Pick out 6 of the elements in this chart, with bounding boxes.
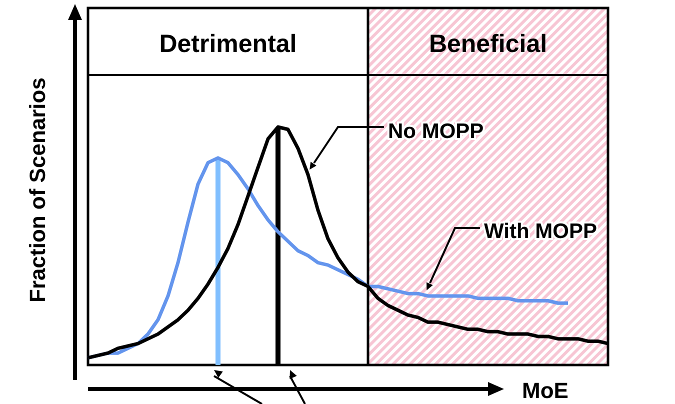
text: Beneficial: [428, 30, 548, 58]
annotation: No MOPP: [388, 120, 484, 143]
annotation: With MOPP: [484, 220, 597, 243]
y-axis-title: Fraction of Scenarios: [25, 78, 50, 302]
x-axis-title: MoE: [522, 378, 568, 403]
text: Detrimental: [159, 30, 297, 58]
